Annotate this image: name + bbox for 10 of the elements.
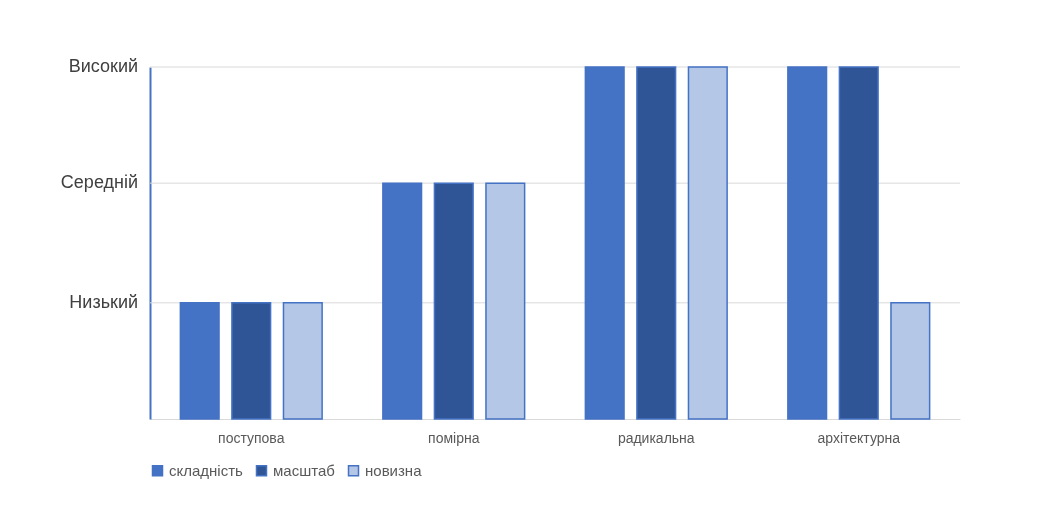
legend-label: масштаб (273, 461, 335, 479)
x-tick-label: помірна (428, 429, 480, 446)
x-tick-label: радикальна (617, 429, 695, 446)
ref-line-label: Низький (69, 291, 138, 312)
x-tick-label: архітектурна (817, 429, 901, 446)
ref-line-label: Високий (68, 56, 138, 76)
legend-label: складність (169, 461, 244, 479)
legend-label: новизна (365, 461, 423, 479)
ref-line-label: Середній (60, 172, 138, 193)
x-tick-label: поступова (218, 429, 285, 446)
